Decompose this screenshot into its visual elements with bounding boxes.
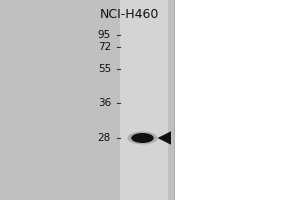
Text: 72: 72 xyxy=(98,42,111,52)
Bar xyxy=(0,0,174,200)
Bar xyxy=(120,0,168,200)
Ellipse shape xyxy=(128,132,158,144)
Ellipse shape xyxy=(131,133,154,143)
Text: 36: 36 xyxy=(98,98,111,108)
Text: NCI-H460: NCI-H460 xyxy=(99,8,159,21)
Text: 55: 55 xyxy=(98,64,111,74)
Text: 28: 28 xyxy=(98,133,111,143)
Text: 95: 95 xyxy=(98,30,111,40)
Bar xyxy=(174,0,300,200)
Polygon shape xyxy=(158,131,171,145)
